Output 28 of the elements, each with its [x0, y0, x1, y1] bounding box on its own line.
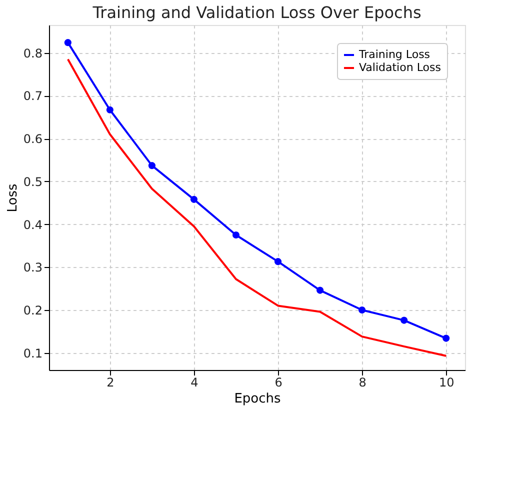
- point: [64, 39, 72, 46]
- x-tick-label: 8: [358, 376, 366, 390]
- point: [358, 306, 366, 314]
- x-tick-label: 6: [274, 376, 282, 390]
- y-tick-label: 0.2: [23, 304, 42, 318]
- y-tick-label: 0.4: [23, 218, 42, 232]
- chart-title: Training and Validation Loss Over Epochs: [92, 3, 422, 22]
- y-tick-label: 0.8: [23, 46, 42, 60]
- x-axis-title: Epochs: [234, 392, 282, 406]
- y-tick-label: 0.7: [23, 89, 42, 104]
- x-tick-label: 2: [106, 376, 114, 390]
- y-tick-label: 0.5: [23, 174, 42, 189]
- y-tick-label: 0.6: [23, 132, 42, 146]
- point: [106, 106, 114, 114]
- y-axis-title: Loss: [5, 184, 20, 212]
- legend-label: Training Loss: [358, 48, 430, 61]
- point: [274, 258, 282, 266]
- legend-label: Validation Loss: [359, 61, 442, 74]
- point: [400, 316, 408, 324]
- point: [190, 196, 198, 203]
- x-tick-label: 4: [190, 376, 198, 390]
- point: [148, 162, 156, 170]
- y-tick-label: 0.3: [23, 260, 42, 275]
- x-tick-label: 10: [438, 376, 454, 390]
- point: [232, 231, 240, 239]
- y-tick-label: 0.1: [23, 346, 42, 360]
- point: [316, 286, 324, 294]
- point: [442, 334, 450, 342]
